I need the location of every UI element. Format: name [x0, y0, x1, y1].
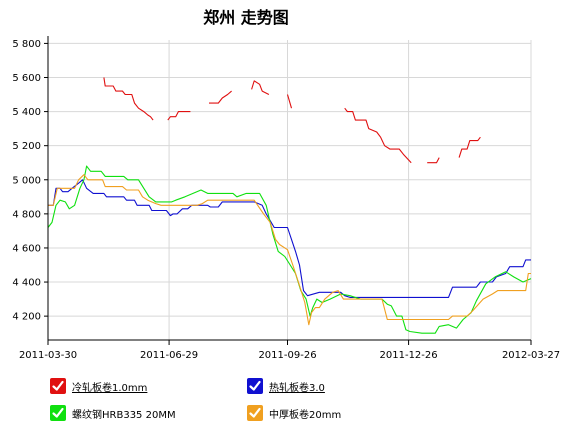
series-line-冷轧板卷1.0mm — [427, 157, 440, 164]
legend-label: 热轧板卷3.0 — [269, 382, 325, 394]
line-chart: 5 800 5 600 5 400 5 200 5 000 4 800 4 600 4 400… — [12, 36, 560, 361]
series-line-冷轧板卷1.0mm — [103, 77, 154, 121]
y-tick-label: 4 400 — [12, 278, 41, 289]
legend-item[interactable]: 中厚板卷20mm — [247, 405, 341, 421]
legend-item[interactable]: 热轧板卷3.0 — [247, 378, 325, 394]
legend-label: 冷轧板卷1.0mm — [72, 382, 148, 394]
legend-item[interactable]: 螺纹钢HRB335 20MM — [50, 405, 176, 421]
y-tick-label: 5 600 — [12, 73, 41, 84]
y-tick-label: 5 200 — [12, 141, 41, 152]
y-tick-label: 4 600 — [12, 243, 41, 254]
checkmark-icon[interactable] — [50, 405, 66, 421]
x-tick-label: 2011-06-29 — [140, 350, 198, 361]
series-line-中厚板卷20mm — [48, 174, 531, 326]
y-tick-label: 4 200 — [12, 312, 41, 323]
series-line-冷轧板卷1.0mm — [458, 136, 481, 158]
x-tick-label: 2012-03-27 — [502, 350, 560, 361]
series-line-螺纹钢HRB335 20MM — [47, 165, 532, 334]
series-line-冷轧板卷1.0mm — [167, 111, 191, 121]
axes — [47, 36, 531, 341]
legend-item[interactable]: 冷轧板卷1.0mm — [50, 378, 147, 394]
series-line-冷轧板卷1.0mm — [286, 94, 293, 109]
x-tick-label: 2011-09-26 — [258, 350, 316, 361]
y-axis-ticks: 5 800 5 600 5 400 5 200 5 000 4 800 4 600 4 400… — [12, 39, 48, 323]
checkmark-icon[interactable] — [50, 378, 66, 394]
x-axis-ticks: 2011-03-30 2011-06-29 2011-09-26 2011-12-26… — [19, 340, 560, 361]
chart-title: 郑州 走势图 — [203, 8, 289, 27]
grid-lines — [48, 40, 532, 340]
series-lines — [47, 77, 532, 334]
y-tick-label: 5 400 — [12, 107, 41, 118]
legend-label: 螺纹钢HRB335 20MM — [72, 409, 176, 421]
y-tick-label: 4 800 — [12, 209, 41, 220]
y-tick-label: 5 800 — [12, 39, 41, 50]
series-line-冷轧板卷1.0mm — [209, 90, 232, 104]
checkmark-icon[interactable] — [247, 378, 263, 394]
legend-label: 中厚板卷20mm — [269, 409, 342, 421]
legend: 冷轧板卷1.0mm 热轧板卷3.0 螺纹钢HRB335 20MM 中厚板卷20mm — [0, 372, 562, 432]
checkmark-icon[interactable] — [247, 405, 263, 421]
x-tick-label: 2011-03-30 — [19, 350, 77, 361]
series-line-冷轧板卷1.0mm — [344, 107, 412, 164]
series-line-热轧板卷3.0 — [48, 179, 531, 298]
y-tick-label: 5 000 — [12, 175, 41, 186]
x-tick-label: 2011-12-26 — [380, 350, 438, 361]
series-line-冷轧板卷1.0mm — [251, 80, 270, 95]
